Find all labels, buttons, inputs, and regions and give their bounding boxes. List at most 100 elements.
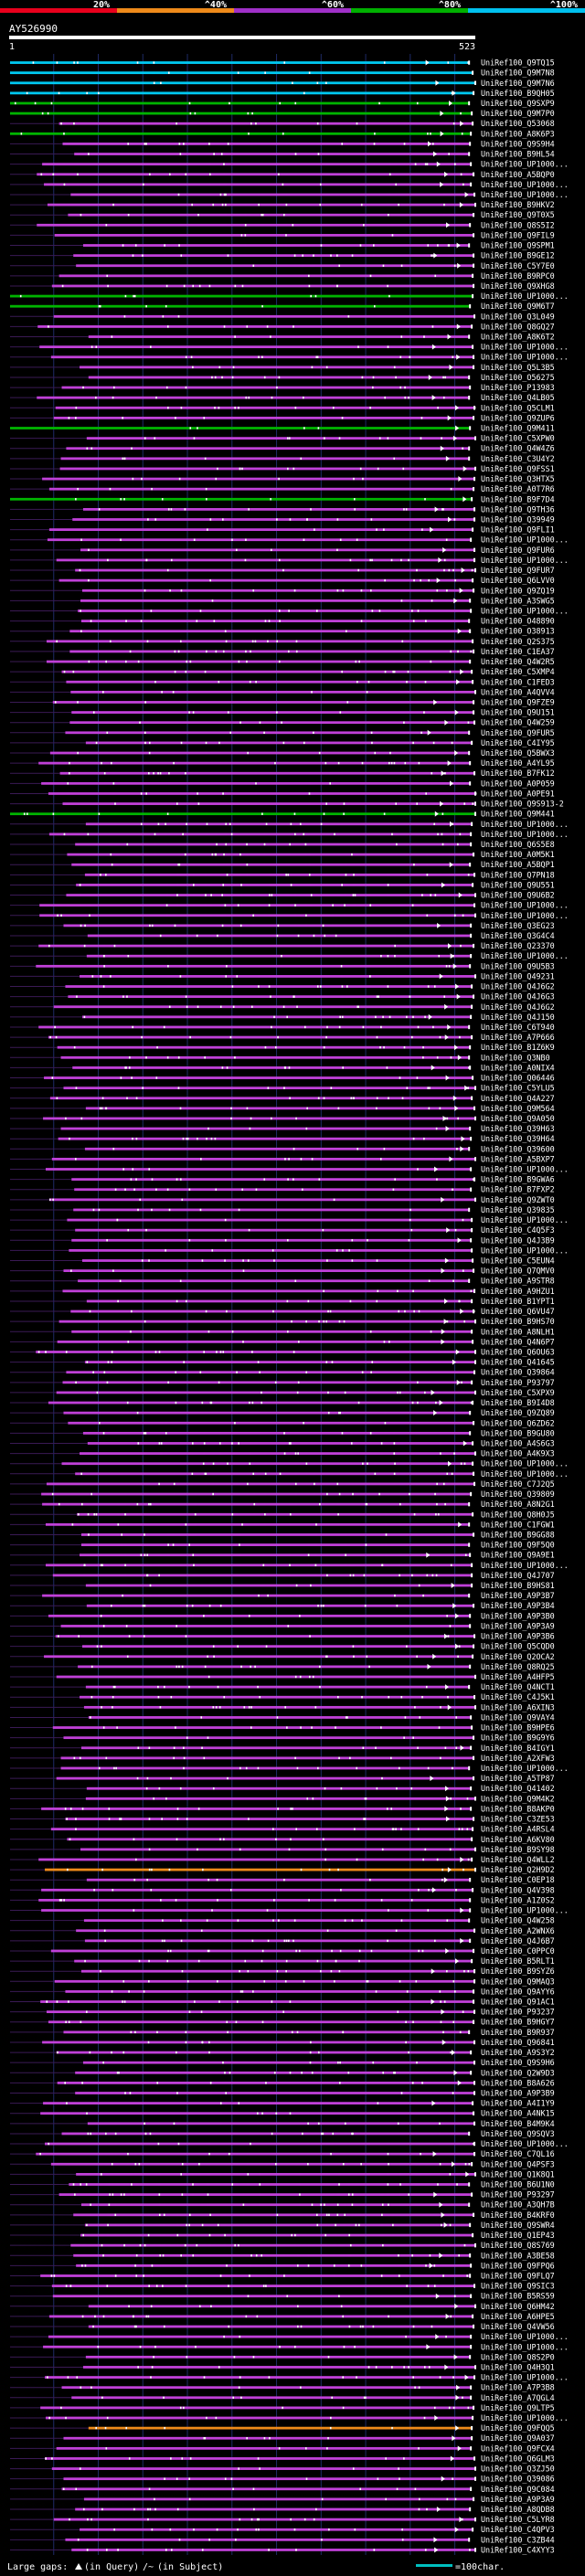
hit-gap-marker (427, 1663, 431, 1670)
hit-end-cap (472, 1340, 474, 1344)
hit-gap-marker (450, 2455, 454, 2462)
hit-mismatch-mark (68, 417, 70, 419)
hit-mismatch-mark (324, 1848, 327, 1851)
hit-mismatch-mark (351, 1919, 354, 1922)
hit-mismatch-mark (109, 2193, 111, 2196)
hit-mismatch-mark (63, 133, 65, 135)
hit-label: UniRef100_A7P3B8 (481, 2383, 555, 2392)
hit-end-cap (473, 2091, 476, 2095)
hit-mismatch-mark (427, 1087, 430, 1089)
hit-mismatch-mark (225, 203, 227, 207)
hit-mismatch-mark (127, 1341, 130, 1343)
hit-mismatch-mark (354, 498, 356, 501)
hit-mismatch-mark (384, 670, 387, 673)
hit-mismatch-mark (188, 2497, 191, 2501)
hit-mismatch-mark (386, 1807, 388, 1810)
hit-mismatch-mark (312, 1797, 314, 1800)
hit-mismatch-mark (463, 802, 466, 805)
hit-mismatch-mark (203, 1351, 205, 1353)
hit-label: UniRef100_C4J5K1 (481, 1692, 555, 1701)
hit-label: UniRef100_UP1000... (481, 830, 569, 839)
hit-mismatch-mark (276, 386, 278, 389)
hit-mismatch-mark (111, 864, 113, 866)
hit-mismatch-mark (417, 1828, 420, 1830)
hit-mismatch-mark (383, 812, 386, 815)
hit-gap-marker (454, 1958, 459, 1965)
hit-mismatch-mark (223, 325, 226, 328)
hit-mismatch-mark (273, 1015, 275, 1019)
hit-mismatch-mark (48, 2142, 50, 2146)
hit-end-cap (471, 1573, 473, 1578)
hit-label: UniRef100_UP1000... (481, 343, 569, 352)
hit-alignment-bar (45, 1868, 475, 1871)
hit-end-cap (472, 122, 474, 126)
hit-row: UniRef100_Q3HTX5 (9, 474, 555, 483)
hit-end-cap (474, 811, 476, 816)
hit-mismatch-mark (341, 417, 344, 419)
hit-row: UniRef100_C5XMP4 (9, 667, 555, 676)
hit-alignment-bar (37, 223, 471, 227)
hit-mismatch-mark (212, 203, 215, 207)
hit-mismatch-mark (249, 1462, 251, 1465)
hit-alignment-bar (48, 2315, 473, 2318)
hit-mismatch-mark (182, 832, 184, 836)
hit-label: UniRef100_UP1000... (481, 2373, 569, 2382)
hit-mismatch-mark (153, 81, 155, 84)
hit-mismatch-mark (170, 2549, 173, 2551)
hit-label: UniRef100_B9F7D4 (481, 494, 555, 504)
hit-mismatch-mark (360, 2163, 362, 2166)
hit-mismatch-mark (202, 1462, 205, 1465)
hit-alignment-bar (69, 2183, 470, 2186)
hit-mismatch-mark (391, 2426, 393, 2430)
hit-row: UniRef100_Q1EP43 (9, 2231, 555, 2240)
hit-mismatch-mark (154, 2346, 156, 2348)
hit-mismatch-mark (208, 143, 210, 145)
hit-end-cap (474, 466, 476, 472)
hit-mismatch-mark (206, 650, 207, 653)
hit-mismatch-mark (186, 1005, 188, 1008)
hit-gap-marker (463, 465, 467, 472)
hit-mismatch-mark (52, 173, 55, 175)
hit-mismatch-mark (389, 751, 391, 755)
hit-row: UniRef100_B9I4D8 (9, 1398, 555, 1407)
hit-mismatch-mark (168, 173, 171, 175)
hit-mismatch-mark (432, 741, 435, 745)
hit-mismatch-mark (294, 832, 296, 836)
hit-mismatch-mark (404, 761, 407, 765)
hit-row: UniRef100_B1YPT1 (9, 1297, 555, 1306)
hit-mismatch-mark (295, 1117, 297, 1120)
hit-mismatch-mark (365, 1502, 367, 1506)
hit-mismatch-mark (435, 1127, 438, 1130)
hit-gap-marker (444, 1003, 449, 1010)
hit-mismatch-mark (314, 528, 315, 531)
hit-end-cap (468, 1542, 471, 1547)
hit-mismatch-mark (87, 832, 90, 836)
hit-mismatch-mark (411, 2254, 413, 2257)
hit-mismatch-mark (461, 1828, 463, 1830)
hit-mismatch-mark (107, 1361, 110, 1363)
hit-row: UniRef100_Q39086 (9, 2475, 555, 2484)
hit-label: UniRef100_A4K9X3 (481, 1449, 555, 1458)
hit-end-cap (470, 2385, 473, 2390)
hit-mismatch-mark (323, 1046, 325, 1049)
hit-mismatch-mark (241, 1990, 244, 1993)
hit-mismatch-mark (75, 2487, 78, 2490)
hit-mismatch-mark (196, 934, 198, 938)
hit-mismatch-mark (253, 1502, 256, 1506)
hit-alignment-bar (71, 2396, 472, 2400)
hit-end-cap (470, 2263, 473, 2268)
hit-end-cap (473, 1979, 476, 1984)
hit-end-cap (468, 152, 471, 156)
hit-mismatch-mark (234, 407, 236, 409)
hit-mismatch-mark (205, 1472, 207, 1476)
hit-end-cap (474, 2304, 476, 2309)
hit-mismatch-mark (112, 782, 115, 785)
hit-mismatch-mark (391, 2366, 393, 2369)
hit-alignment-bar (42, 477, 475, 481)
hit-label: UniRef100_B9HS81 (481, 1581, 555, 1590)
hit-mismatch-mark (188, 2010, 191, 2013)
hit-mismatch-mark (467, 1969, 470, 1973)
hit-mismatch-mark (73, 1046, 76, 1049)
hit-mismatch-mark (191, 203, 193, 207)
hit-row: UniRef100_Q9SQV3 (9, 2129, 555, 2138)
